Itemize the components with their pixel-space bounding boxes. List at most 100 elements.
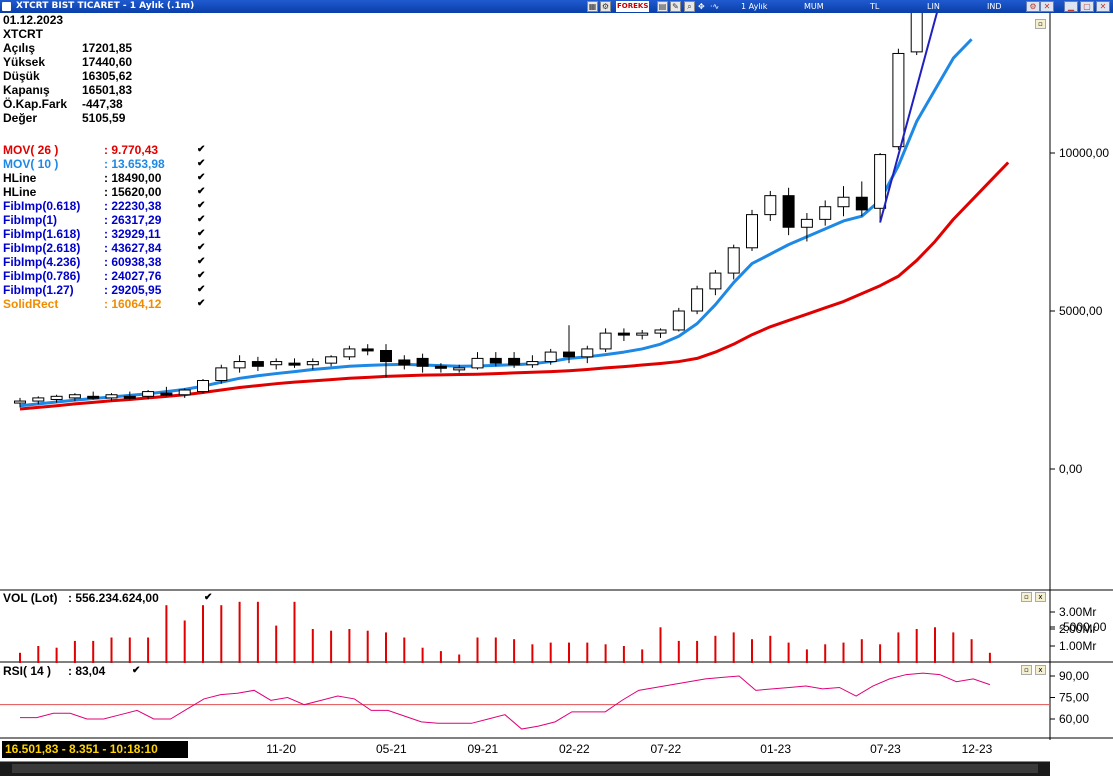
candle-body bbox=[489, 357, 502, 364]
candle-body bbox=[380, 350, 392, 363]
candle-body bbox=[581, 348, 594, 358]
info-value: 16305,62 bbox=[82, 69, 133, 83]
indicator-value: : 24027,76 bbox=[104, 269, 162, 283]
indicator-label: FibImp(1.618) bbox=[3, 227, 81, 241]
wave-icon[interactable]: ·∿ bbox=[710, 2, 720, 11]
bar-date: 01.12.2023 bbox=[3, 13, 64, 27]
indicator-label: FibImp(0.618) bbox=[3, 199, 81, 213]
status-readout: 16.501,83 - 8.351 - 10:18:10 bbox=[2, 741, 188, 758]
indicator-value: : 32929,11 bbox=[104, 227, 161, 241]
candle-body bbox=[855, 196, 868, 211]
info-value: 17201,85 bbox=[82, 41, 133, 55]
candle-body bbox=[123, 395, 136, 399]
candle-body bbox=[434, 365, 447, 369]
indicator-value: : 22230,38 bbox=[104, 199, 162, 213]
maximize-button[interactable]: ▢ bbox=[1080, 1, 1094, 12]
window-title: XTCRT BIST TICARET - 1 Aylık (.1m) bbox=[16, 1, 195, 11]
info-value: 16501,83 bbox=[82, 83, 133, 97]
indicator-label: MOV( 10 ) bbox=[3, 157, 59, 171]
period-button[interactable]: 1 Aylık bbox=[741, 2, 768, 11]
candle-body bbox=[398, 359, 411, 366]
candle-type-button[interactable]: MUM bbox=[804, 2, 824, 11]
close-chart-icon[interactable]: ✕ bbox=[1040, 1, 1054, 12]
indicator-check-icon[interactable]: ✔ bbox=[197, 284, 206, 295]
rsi-legend-value: : 83,04 bbox=[68, 664, 106, 678]
candle-body bbox=[178, 389, 191, 396]
rsi-axis-label: 90,00 bbox=[1059, 669, 1089, 683]
indicator-value: : 18490,00 bbox=[104, 171, 162, 185]
scrollbar-thumb[interactable] bbox=[12, 764, 1038, 773]
rsi-legend-label: RSI( 14 ) bbox=[3, 664, 52, 678]
indicator-check-icon[interactable]: ✔ bbox=[197, 270, 206, 281]
info-label: Kapanış bbox=[3, 83, 50, 97]
candle-body bbox=[361, 348, 374, 352]
candle-body bbox=[471, 357, 484, 369]
indicator-check-icon[interactable]: ✔ bbox=[197, 256, 206, 267]
candle-body bbox=[453, 367, 466, 371]
settings-icon[interactable]: ⚙ bbox=[1026, 1, 1040, 12]
candle-body bbox=[343, 348, 356, 358]
close-button[interactable]: ✕ bbox=[1096, 1, 1110, 12]
rsi-pane-close-icon[interactable]: x bbox=[1035, 665, 1046, 675]
horizontal-scrollbar[interactable] bbox=[0, 761, 1050, 776]
volume-axis-label: 2.00Mr bbox=[1059, 622, 1096, 636]
indicator-check-icon[interactable]: ✔ bbox=[197, 228, 206, 239]
foreks-logo[interactable]: FOREKS bbox=[616, 1, 650, 12]
info-value: -447,38 bbox=[82, 97, 123, 111]
draw-tool-icon[interactable]: ▤ bbox=[657, 1, 668, 12]
indicator-check-icon[interactable]: ✔ bbox=[197, 242, 206, 253]
index-button[interactable]: IND bbox=[987, 2, 1002, 11]
candle-body bbox=[892, 52, 905, 148]
candle-body bbox=[874, 154, 887, 209]
info-label: Düşük bbox=[3, 69, 40, 83]
indicator-label: FibImp(1) bbox=[3, 213, 57, 227]
candle-body bbox=[416, 357, 429, 367]
candle-body bbox=[617, 332, 630, 336]
rsi-pane-restore-icon[interactable]: ▫ bbox=[1021, 665, 1032, 675]
rsi-axis-label: 60,00 bbox=[1059, 712, 1089, 726]
zoom-icon[interactable]: ⌕ bbox=[684, 1, 695, 12]
info-value: 17440,60 bbox=[82, 55, 133, 69]
chart-settings-icon[interactable]: ▦ bbox=[587, 1, 598, 12]
indicator-value: : 43627,84 bbox=[104, 241, 162, 255]
indicator-label: FibImp(4.236) bbox=[3, 255, 81, 269]
chart-canvas[interactable]: 25000,0020000,0015000,0010000,005000,000… bbox=[0, 13, 1113, 740]
candle-body bbox=[910, 13, 923, 53]
indicator-check-icon[interactable]: ✔ bbox=[197, 144, 206, 155]
volume-check-icon[interactable]: ✔ bbox=[204, 592, 213, 603]
indicator-check-icon[interactable]: ✔ bbox=[197, 214, 206, 225]
indicator-icon[interactable]: ⚙ bbox=[600, 1, 611, 12]
info-value: 5105,59 bbox=[82, 111, 126, 125]
candle-body bbox=[727, 247, 740, 274]
candle-body bbox=[160, 392, 173, 396]
indicator-label: HLine bbox=[3, 185, 37, 199]
scale-button[interactable]: LIN bbox=[927, 2, 940, 11]
indicator-check-icon[interactable]: ✔ bbox=[197, 172, 206, 183]
candle-body bbox=[270, 361, 283, 366]
indicator-check-icon[interactable]: ✔ bbox=[197, 186, 206, 197]
pencil-icon[interactable]: ✎ bbox=[670, 1, 681, 12]
currency-button[interactable]: TL bbox=[870, 2, 880, 11]
price-axis-label: 5000,00 bbox=[1059, 304, 1103, 318]
volume-legend-value: : 556.234.624,00 bbox=[68, 591, 159, 605]
price-axis-label: 10000,00 bbox=[1059, 146, 1109, 160]
rsi-axis-label: 75,00 bbox=[1059, 690, 1089, 704]
rsi-check-icon[interactable]: ✔ bbox=[132, 665, 141, 676]
indicator-check-icon[interactable]: ✔ bbox=[197, 200, 206, 211]
volume-legend-label: VOL (Lot) bbox=[3, 591, 58, 605]
volume-pane-restore-icon[interactable]: ▫ bbox=[1021, 592, 1032, 602]
indicator-value: : 29205,95 bbox=[104, 283, 162, 297]
candle-body bbox=[764, 195, 777, 216]
candle-body bbox=[709, 272, 722, 290]
indicator-check-icon[interactable]: ✔ bbox=[197, 158, 206, 169]
candle-body bbox=[800, 218, 813, 228]
cursor-icon[interactable]: ✥ bbox=[698, 2, 705, 11]
minimize-button[interactable]: ▁ bbox=[1064, 1, 1078, 12]
price-pane-restore-icon[interactable]: ▫ bbox=[1035, 19, 1046, 29]
info-label: Yüksek bbox=[3, 55, 46, 69]
ma10-line bbox=[19, 38, 973, 408]
volume-pane-close-icon[interactable]: x bbox=[1035, 592, 1046, 602]
x-tick-label: 02-22 bbox=[559, 742, 590, 756]
indicator-check-icon[interactable]: ✔ bbox=[197, 298, 206, 309]
candle-body bbox=[32, 397, 45, 402]
